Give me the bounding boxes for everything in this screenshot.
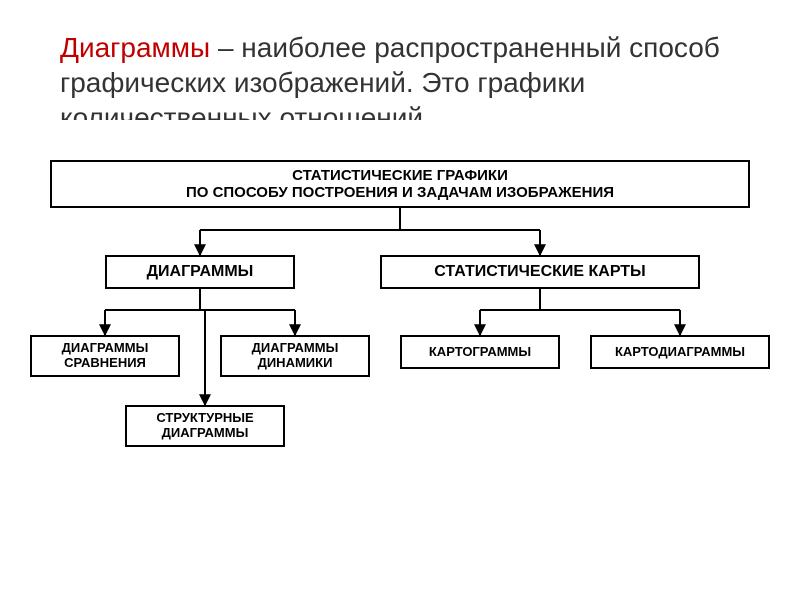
intro-rest2-cut: количественных отношений <box>60 100 760 120</box>
hierarchy-chart: СТАТИСТИЧЕСКИЕ ГРАФИКИ ПО СПОСОБУ ПОСТРО… <box>30 160 770 460</box>
intro-text: Диаграммы – наиболее распространенный сп… <box>60 30 760 120</box>
connectors <box>30 160 770 460</box>
intro-highlight: Диаграммы <box>60 32 210 63</box>
page: Диаграммы – наиболее распространенный сп… <box>0 0 800 600</box>
